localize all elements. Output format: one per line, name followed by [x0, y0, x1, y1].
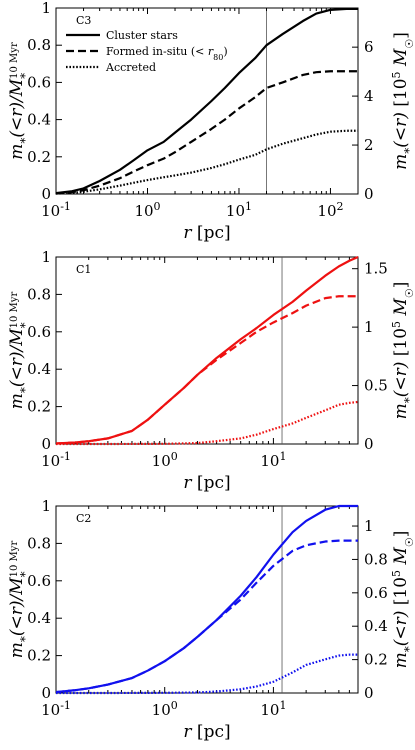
- x-tick-label: 101: [260, 699, 286, 720]
- right-y-tick-label: 0.4: [364, 617, 388, 635]
- y-tick-label: 0: [41, 185, 51, 203]
- series-solid-line: [55, 255, 359, 445]
- panel-c1: 10-1 100 101 0 0.2 0.4 0.6 0.8 1 0 0.5 1 1.5 C1 r [pc]…: [7, 248, 415, 493]
- y-tick-label: 0.4: [27, 111, 51, 129]
- left-y-axis-title: m*(<r)/M*10 Myr: [7, 292, 32, 410]
- x-tick-label: 100: [152, 699, 178, 720]
- right-y-tick-label: 4: [364, 87, 374, 105]
- y-tick-label: 1: [41, 248, 51, 266]
- x-tick-label: 101: [260, 450, 286, 471]
- series-dashed-line: [55, 70, 358, 195]
- series-dotted-line: [56, 400, 359, 446]
- right-y-tick-label: 6: [364, 38, 374, 56]
- x-axis-title: r [pc]: [183, 223, 230, 243]
- plot-frame: [55, 7, 359, 195]
- x-tick-label: 10-1: [41, 200, 71, 221]
- right-y-tick-label: 0.8: [364, 550, 388, 568]
- y-tick-label: 0.4: [27, 609, 51, 627]
- y-tick-label: 0.8: [27, 285, 51, 303]
- series-dotted-line: [56, 653, 358, 695]
- plot-frame: [55, 505, 359, 694]
- right-y-axis-title: m*(<r) [105 M☉]: [390, 531, 415, 669]
- y-tick-label: 0.6: [27, 572, 51, 590]
- x-tick-label: 100: [134, 200, 160, 221]
- right-y-tick-label: 0: [364, 684, 374, 702]
- series-dashed-line: [55, 539, 358, 694]
- right-y-tick-label: 1: [364, 318, 374, 336]
- x-axis-title: r [pc]: [183, 722, 230, 742]
- y-tick-label: 0.8: [27, 36, 51, 54]
- right-y-tick-label: 1.5: [364, 260, 388, 278]
- series-solid-line: [55, 504, 358, 694]
- right-y-axis-title: m*(<r) [105 M☉]: [390, 282, 415, 420]
- right-y-tick-label: 1: [364, 517, 374, 535]
- right-y-tick-label: 0.2: [364, 651, 388, 669]
- y-tick-label: 0.2: [27, 148, 51, 166]
- panel-c2: 10-1 100 101 0 0.2 0.4 0.6 0.8 1 0 0.2 0.4 0.6 0.8 1 C2…: [7, 497, 415, 742]
- right-y-tick-label: 0: [364, 185, 374, 203]
- right-y-tick-label: 0: [364, 435, 374, 453]
- left-y-axis-title: m*(<r)/M*10 Myr: [7, 541, 32, 659]
- legend-entry: Formed in-situ (< r80): [106, 45, 228, 62]
- y-tick-label: 0.6: [27, 323, 51, 341]
- x-tick-label: 101: [226, 200, 252, 221]
- x-tick-label: 100: [152, 450, 178, 471]
- panel-label: C2: [76, 512, 91, 525]
- right-y-tick-label: 0.6: [364, 584, 388, 602]
- series-dotted-line: [55, 129, 358, 195]
- x-tick-label: 10-1: [41, 450, 71, 471]
- y-tick-label: 0.6: [27, 73, 51, 91]
- y-tick-label: 0.8: [27, 534, 51, 552]
- panel-label: C1: [76, 263, 91, 276]
- y-tick-label: 0.2: [27, 398, 51, 416]
- series-dashed-line: [55, 295, 358, 445]
- legend-entry: Cluster stars: [106, 29, 178, 42]
- right-y-axis-title: m*(<r) [105 M☉]: [390, 32, 415, 170]
- x-tick-label: 10-1: [41, 699, 71, 720]
- legend-entry: Accreted: [105, 61, 156, 74]
- series-solid-line: [55, 7, 358, 195]
- left-y-axis-title: m*(<r)/M*10 Myr: [7, 42, 32, 160]
- y-tick-label: 1: [41, 497, 51, 515]
- y-tick-label: 0.4: [27, 360, 51, 378]
- right-y-tick-label: 2: [364, 136, 374, 154]
- y-tick-label: 1: [41, 0, 51, 17]
- right-y-tick-label: 0.5: [364, 377, 388, 395]
- y-tick-label: 0: [41, 435, 51, 453]
- plot-frame: [55, 256, 359, 445]
- x-tick-label: 102: [317, 200, 343, 221]
- y-tick-label: 0.2: [27, 647, 51, 665]
- panel-label: C3: [76, 14, 91, 27]
- x-axis-title: r [pc]: [183, 473, 230, 493]
- panel-c3: 10-1 100 101 10200.20.40.60.810246C3Cluster…: [7, 0, 415, 243]
- y-tick-label: 0: [41, 684, 51, 702]
